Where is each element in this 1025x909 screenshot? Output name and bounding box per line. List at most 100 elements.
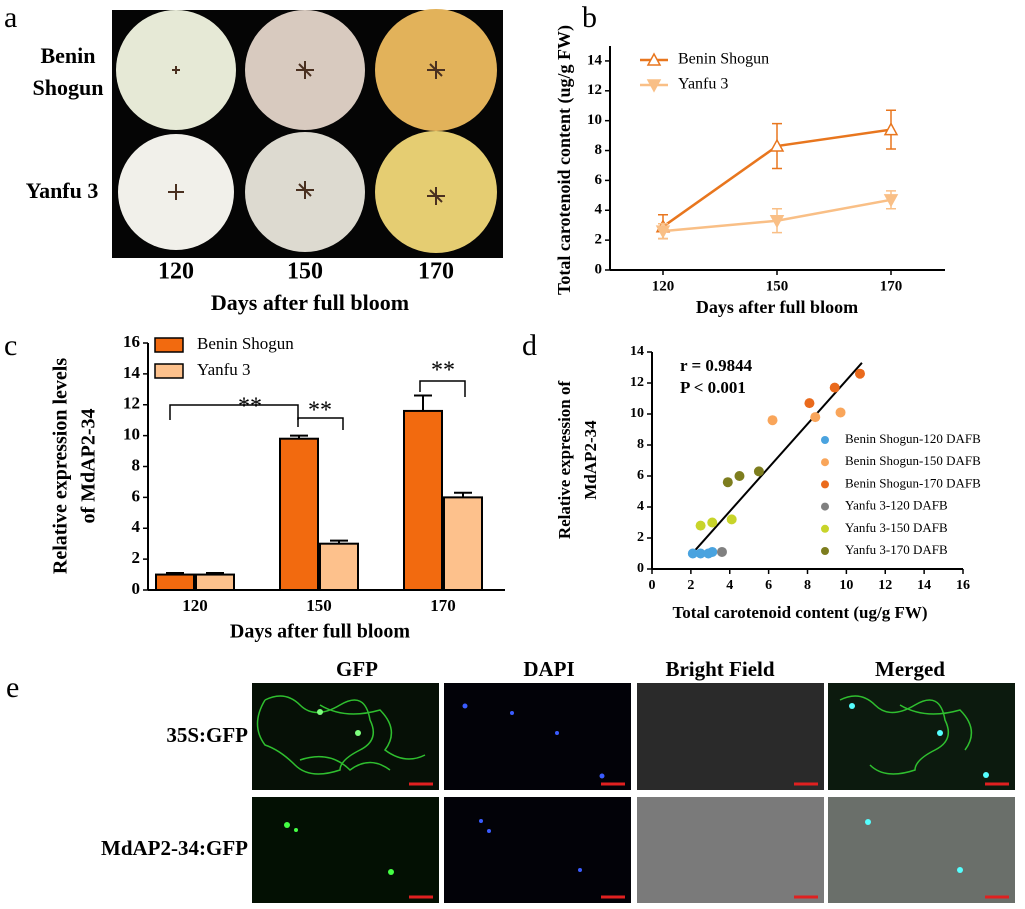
nucleus (957, 867, 963, 873)
x-axis-title: Days after full bloom (696, 297, 858, 317)
nucleus (937, 730, 943, 736)
panel-label: d (522, 329, 537, 362)
trend-line (690, 362, 863, 556)
point (734, 471, 745, 481)
x-tick-label: 12 (878, 578, 892, 593)
core (427, 61, 445, 79)
nucleus (510, 711, 514, 715)
y-tick-label: 14 (123, 363, 141, 382)
legend-marker (821, 502, 829, 511)
column-label: Merged (875, 657, 945, 681)
legend-marker (821, 480, 829, 489)
nucleus (849, 703, 855, 709)
legend-marker (821, 458, 829, 467)
y-tick-label: 0 (595, 261, 603, 277)
point (829, 382, 840, 393)
y-axis-title: MdAP2-34 (581, 420, 600, 500)
nucleus (578, 868, 582, 872)
micrograph (637, 683, 824, 790)
y-tick-label: 8 (132, 455, 141, 474)
nucleus (599, 773, 605, 779)
core (296, 181, 314, 199)
y-tick-label: 8 (637, 437, 644, 452)
x-tick-label: 0 (649, 578, 656, 593)
point (695, 548, 706, 559)
y-tick-label: 10 (587, 112, 602, 128)
marker (883, 194, 899, 208)
point (835, 407, 846, 418)
x-tick-label: 120 (182, 596, 208, 615)
bracket (169, 404, 299, 420)
panel-label: a (4, 1, 17, 34)
x-axis-title: Days after full bloom (230, 621, 411, 643)
row-label: Yanfu 3 (26, 178, 99, 203)
bar (443, 496, 483, 591)
y-axis-title: Relative expression levels (50, 358, 72, 574)
bar (155, 573, 195, 591)
nucleus (294, 828, 298, 832)
column-label: GFP (336, 657, 378, 681)
core (168, 184, 184, 200)
y-tick-label: 0 (132, 579, 141, 598)
y-tick-label: 2 (132, 548, 141, 567)
annotation: ** (238, 394, 262, 420)
bar (319, 542, 359, 591)
x-tick-label: 14 (917, 578, 931, 593)
marker (883, 122, 899, 136)
y-tick-label: 6 (132, 486, 141, 505)
apples (116, 9, 497, 253)
point (722, 477, 733, 488)
micrograph (252, 797, 439, 903)
y-tick-label: 2 (637, 530, 644, 545)
y-tick-label: 4 (595, 202, 603, 218)
row-label: MdAP2-34:GFP (101, 836, 248, 860)
core (427, 187, 445, 205)
y-tick-label: 12 (587, 82, 602, 98)
point (707, 546, 718, 557)
y-tick-label: 14 (630, 344, 644, 359)
annotation: ** (431, 358, 455, 384)
nucleus (555, 731, 559, 735)
legend-label: Benin Shogun (197, 334, 294, 353)
x-tick-label: 4 (726, 578, 733, 593)
point (716, 546, 727, 557)
bar (195, 573, 235, 591)
cell-outline (256, 695, 426, 775)
column-label: 150 (287, 259, 323, 285)
legend-marker (646, 79, 662, 93)
nucleus (462, 703, 468, 709)
micrograph (637, 797, 824, 903)
x-tick-label: 10 (839, 578, 853, 593)
y-tick-label: 10 (123, 425, 140, 444)
legend-label: Benin Shogun (678, 51, 769, 68)
point (854, 368, 865, 379)
micrograph (444, 683, 631, 790)
column-label: Bright Field (665, 657, 774, 681)
point (767, 415, 778, 426)
y-tick-label: 0 (637, 561, 644, 576)
x-axis-title: Total carotenoid content (ug/g FW) (673, 603, 928, 622)
x-tick-label: 170 (430, 596, 456, 615)
legend-marker (821, 436, 829, 444)
annotation: r = 0.9844 (680, 356, 753, 375)
y-tick-label: 4 (132, 517, 141, 536)
row-label: 35S:GFP (166, 723, 248, 747)
legend-label: Yanfu 3 (678, 76, 728, 93)
legend-marker (646, 52, 662, 66)
micrograph (444, 797, 631, 903)
x-tick-label: 16 (956, 578, 970, 593)
x-tick-label: 120 (652, 278, 675, 294)
column-label: DAPI (523, 657, 574, 681)
legend-label: Yanfu 3-120 DAFB (845, 498, 948, 513)
point (726, 514, 737, 525)
marker (769, 138, 785, 152)
scale-bars (409, 782, 1009, 899)
legend-marker (821, 547, 829, 555)
core (172, 66, 180, 74)
legend-label: Yanfu 3 (197, 360, 251, 379)
bar (279, 437, 319, 591)
nucleus (284, 822, 290, 828)
x-tick-label: 150 (766, 278, 789, 294)
